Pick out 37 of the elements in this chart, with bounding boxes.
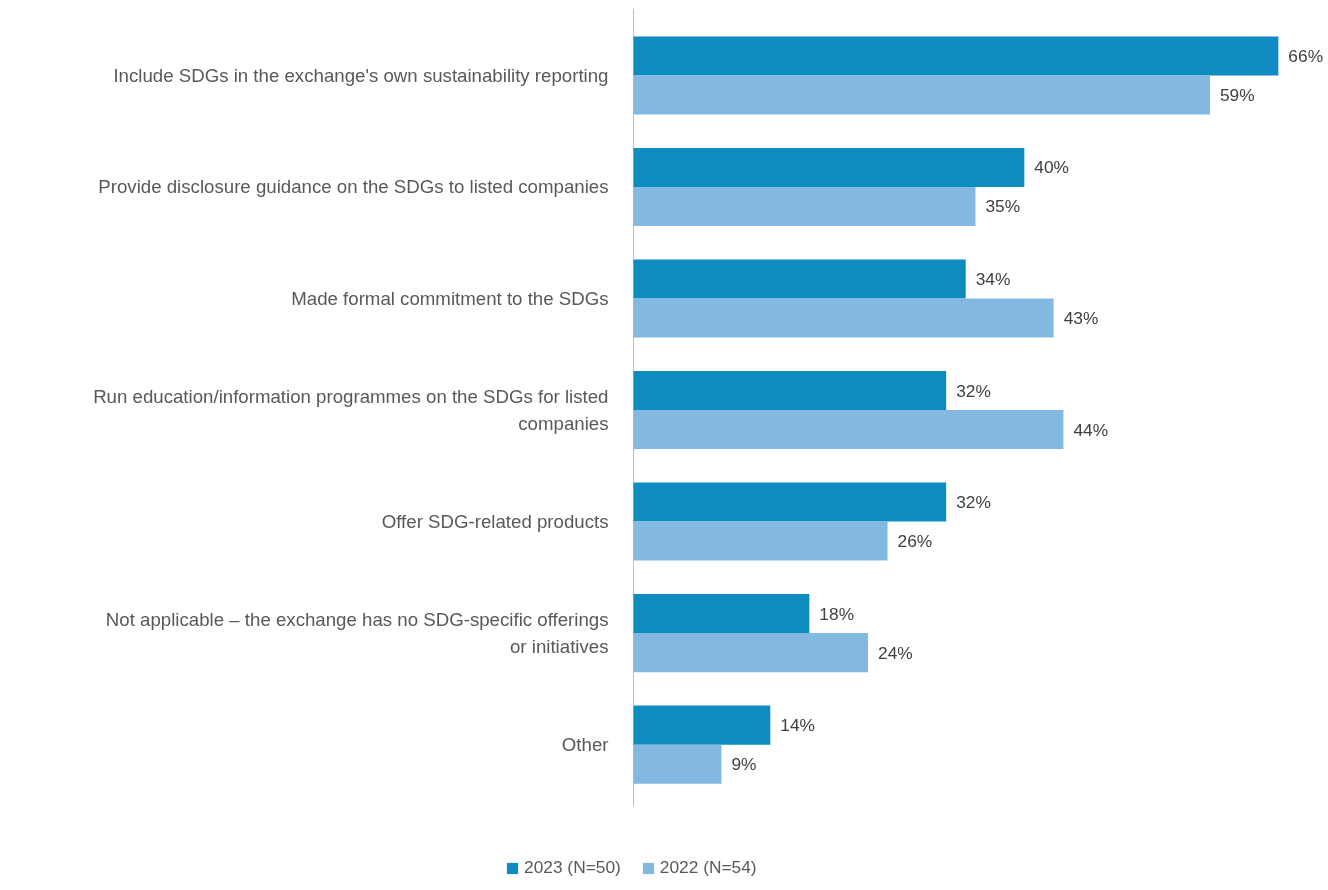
data-label: 32% (956, 380, 991, 401)
y-tick-label: Include SDGs in the exchange's own sustainability reporting (113, 64, 609, 86)
bar (633, 371, 947, 411)
data-label: 66% (1288, 45, 1324, 66)
bar (633, 633, 868, 673)
data-label: 18% (819, 603, 855, 624)
y-tick-label: Made formal commitment to the SDGs (291, 288, 609, 309)
data-label: 35% (985, 196, 1021, 217)
y-tick-label: Offer SDG-related products (381, 511, 609, 533)
y-tick-label: Other (561, 734, 609, 756)
data-label: 14% (780, 715, 815, 736)
bar (633, 744, 722, 784)
data-label: 43% (1063, 308, 1099, 329)
data-label: 44% (1073, 419, 1109, 440)
y-tick-label: Run education/information programmes on the SDGs for listed companies (93, 385, 609, 435)
bar (633, 298, 1054, 338)
data-label: 9% (731, 754, 757, 775)
bar (633, 186, 976, 226)
bar (633, 521, 888, 561)
data-label: 40% (1034, 157, 1070, 178)
y-tick-label: Not applicable – the exchange has no SDG-specific offerings or initiatives (105, 608, 609, 658)
data-label: 24% (877, 642, 913, 663)
bar (633, 147, 1025, 187)
bar (633, 36, 1279, 76)
bar (633, 75, 1210, 115)
bar (633, 259, 966, 299)
legend-label: 2022 (N=54) (659, 857, 757, 878)
data-label: 26% (897, 531, 933, 552)
y-tick-label: Provide disclosure guidance on the SDGs to listed companies (98, 176, 609, 198)
bar (633, 594, 810, 634)
data-label: 59% (1219, 84, 1255, 105)
data-label: 32% (956, 492, 991, 513)
legend-label: 2023 (N=50) (524, 857, 621, 878)
bar (633, 705, 771, 745)
bar (633, 410, 1064, 450)
bar (633, 482, 947, 522)
data-label: 34% (975, 268, 1011, 289)
